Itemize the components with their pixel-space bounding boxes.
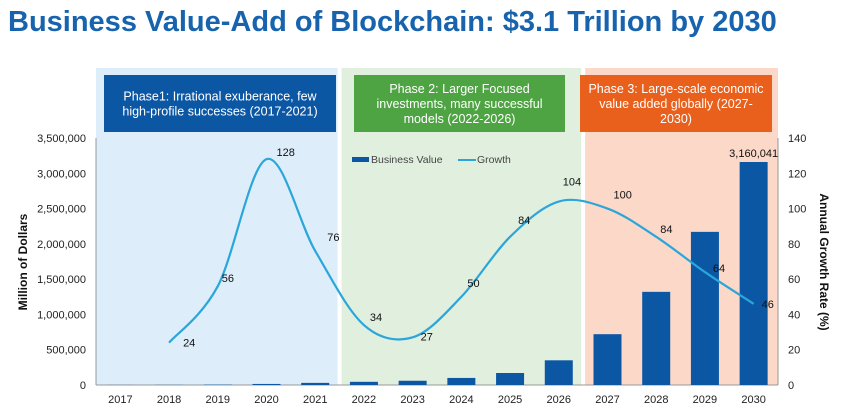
phase-box [354,75,565,132]
bar-2029 [690,231,719,385]
y-tick-label: 3,000,000 [37,168,86,180]
growth-data-label: 64 [713,263,725,275]
x-tick-label: 2026 [547,394,571,406]
x-tick-label: 2027 [595,394,619,406]
bar-2021 [301,382,330,385]
phase-label: Phase 3: Large-scale economic [588,82,763,96]
x-tick-label: 2030 [741,394,765,406]
y-axis-title: Million of Dollars [16,213,30,310]
bar-2030 [739,161,768,385]
page-title: Business Value-Add of Blockchain: $3.1 T… [8,6,777,38]
y-tick-label: 1,000,000 [37,309,86,321]
y2-tick-label: 20 [788,345,800,357]
legend-line-label: Growth [477,154,511,166]
bar-data-label: 3,160,041 [729,148,778,160]
bar-2020 [252,383,281,385]
phase-label: models (2022-2026) [404,112,516,126]
bar-2022 [349,381,378,385]
growth-data-label: 27 [421,331,433,343]
phase-label: 2030) [660,112,692,126]
y-tick-label: 2,500,000 [37,204,86,216]
growth-data-label: 84 [518,215,530,227]
x-tick-label: 2023 [400,394,424,406]
growth-data-label: 76 [327,232,339,244]
y2-tick-label: 60 [788,274,800,286]
y2-tick-label: 40 [788,309,800,321]
bar-2025 [496,373,525,385]
legend-bar-swatch [352,157,369,162]
x-tick-label: 2022 [352,394,376,406]
x-tick-label: 2021 [303,394,327,406]
growth-data-label: 100 [614,190,632,202]
y-tick-label: 3,500,000 [37,133,86,145]
growth-data-label: 50 [467,278,479,290]
x-tick-label: 2029 [693,394,717,406]
y2-tick-label: 120 [788,168,806,180]
bar-2026 [544,360,573,385]
growth-data-label: 56 [222,273,234,285]
phase-label: investments, many successful [376,97,542,111]
bar-2023 [398,380,427,385]
growth-data-label: 104 [563,177,581,189]
x-tick-label: 2018 [157,394,181,406]
growth-line [168,158,755,344]
y-tick-label: 500,000 [46,345,86,357]
growth-data-label: 128 [277,147,295,159]
x-tick-label: 2028 [644,394,668,406]
growth-data-label: 34 [370,312,382,324]
phase-label: Phase 2: Larger Focused [389,82,529,96]
x-tick-label: 2019 [206,394,230,406]
growth-data-label: 46 [762,299,774,311]
x-tick-label: 2025 [498,394,522,406]
y-tick-label: 1,500,000 [37,274,86,286]
x-tick-label: 2017 [108,394,132,406]
phase-label: value added globally (2027- [599,97,753,111]
growth-data-label: 84 [660,224,672,236]
phase-label: Phase1: Irrational exuberance, few [123,90,317,104]
y2-axis-title: Annual Growth Rate (%) [817,193,831,330]
growth-data-label: 24 [183,338,195,350]
y2-tick-label: 80 [788,239,800,251]
y2-tick-label: 140 [788,133,806,145]
phase-box [580,75,772,132]
bar-2024 [447,377,476,385]
y2-tick-label: 0 [788,380,794,392]
y-tick-label: 2,000,000 [37,239,86,251]
x-tick-label: 2024 [449,394,473,406]
y2-tick-label: 100 [788,204,806,216]
y-tick-label: 0 [80,380,86,392]
phase-box [104,75,336,132]
x-tick-label: 2020 [254,394,278,406]
legend-bar-label: Business Value [371,154,443,166]
phase-label: high-profile successes (2017-2021) [122,105,317,119]
bar-2028 [642,291,671,385]
bar-2027 [593,334,622,385]
